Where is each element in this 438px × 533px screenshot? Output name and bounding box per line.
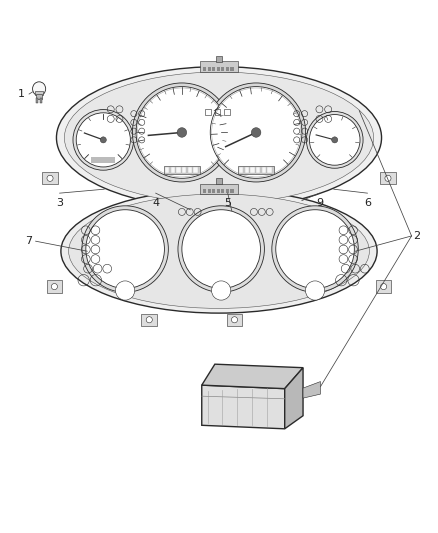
Bar: [212, 189, 215, 193]
Bar: [215, 55, 223, 62]
Circle shape: [207, 83, 306, 182]
Bar: [215, 109, 220, 115]
Text: 3: 3: [56, 198, 63, 207]
Circle shape: [272, 206, 358, 292]
Bar: [139, 210, 155, 222]
Text: 9: 9: [316, 198, 323, 207]
Circle shape: [100, 137, 106, 143]
Circle shape: [47, 175, 53, 181]
Circle shape: [146, 317, 152, 323]
Bar: [35, 92, 43, 95]
Bar: [176, 167, 180, 173]
Bar: [268, 167, 272, 173]
Ellipse shape: [57, 67, 381, 209]
Circle shape: [182, 210, 261, 288]
Circle shape: [305, 281, 325, 300]
Bar: [203, 189, 206, 193]
Bar: [36, 94, 42, 99]
Bar: [36, 98, 38, 103]
Circle shape: [385, 175, 391, 181]
Bar: [91, 157, 115, 164]
Bar: [221, 67, 224, 71]
Bar: [42, 172, 58, 184]
Bar: [201, 61, 237, 72]
Bar: [227, 210, 243, 222]
Bar: [221, 189, 224, 193]
Text: 2: 2: [413, 231, 420, 241]
Bar: [245, 167, 249, 173]
Bar: [208, 67, 211, 71]
Circle shape: [82, 206, 168, 292]
Text: 7: 7: [25, 236, 32, 246]
Bar: [239, 167, 244, 173]
Circle shape: [309, 115, 360, 165]
Bar: [226, 313, 242, 326]
Bar: [376, 280, 392, 293]
Circle shape: [276, 210, 354, 288]
Circle shape: [178, 206, 265, 292]
Circle shape: [51, 284, 57, 289]
Bar: [165, 167, 169, 173]
Bar: [224, 109, 230, 115]
Polygon shape: [202, 364, 303, 389]
Bar: [170, 167, 175, 173]
Bar: [256, 167, 261, 173]
Bar: [193, 167, 198, 173]
Ellipse shape: [69, 194, 369, 309]
Circle shape: [306, 111, 363, 168]
Circle shape: [232, 213, 238, 220]
Bar: [46, 280, 62, 293]
Bar: [203, 67, 206, 71]
Bar: [251, 167, 255, 173]
Circle shape: [381, 284, 387, 289]
Bar: [215, 178, 223, 184]
Bar: [262, 167, 266, 173]
Circle shape: [86, 210, 164, 288]
Circle shape: [177, 128, 187, 138]
Bar: [163, 166, 200, 174]
Bar: [226, 67, 229, 71]
Bar: [217, 67, 220, 71]
Text: 5: 5: [224, 198, 231, 207]
Circle shape: [332, 137, 338, 143]
Circle shape: [231, 317, 237, 323]
Text: 6: 6: [364, 198, 371, 207]
Text: 1: 1: [18, 89, 25, 99]
Circle shape: [212, 281, 231, 300]
Bar: [187, 167, 192, 173]
Bar: [208, 189, 211, 193]
Bar: [230, 67, 233, 71]
Bar: [205, 109, 211, 115]
Bar: [141, 313, 157, 326]
Circle shape: [116, 281, 135, 300]
Circle shape: [132, 83, 231, 182]
Bar: [217, 189, 220, 193]
Circle shape: [76, 113, 131, 167]
Ellipse shape: [32, 82, 46, 96]
Circle shape: [251, 128, 261, 138]
Bar: [212, 67, 215, 71]
Ellipse shape: [64, 72, 374, 204]
Polygon shape: [285, 368, 303, 429]
Bar: [226, 189, 229, 193]
Bar: [182, 167, 186, 173]
Bar: [201, 183, 237, 194]
Bar: [230, 189, 233, 193]
Bar: [238, 166, 275, 174]
Circle shape: [73, 110, 134, 170]
Text: 4: 4: [152, 198, 159, 207]
Circle shape: [136, 87, 228, 179]
Bar: [40, 98, 42, 103]
Polygon shape: [202, 385, 285, 429]
Circle shape: [144, 213, 150, 220]
Bar: [380, 172, 396, 184]
Circle shape: [210, 87, 302, 179]
Polygon shape: [303, 382, 321, 398]
Ellipse shape: [61, 189, 377, 313]
